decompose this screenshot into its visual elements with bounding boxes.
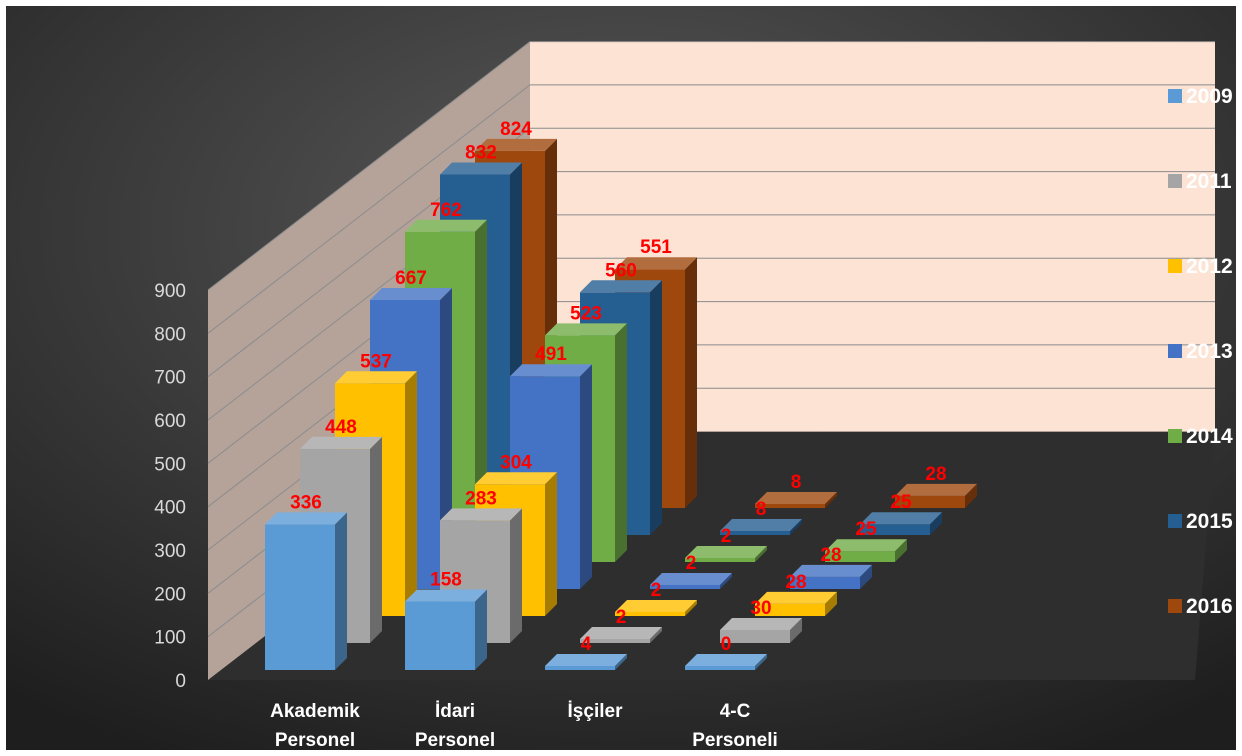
category-label: 4-C Personeli	[692, 701, 778, 751]
legend-label: 2013	[1186, 340, 1233, 363]
legend-label: 2012	[1186, 255, 1233, 278]
y-tick-label: 500	[154, 454, 186, 475]
bar	[405, 589, 487, 670]
gridline	[207, 84, 1215, 334]
data-label: 2	[686, 553, 697, 574]
legend: 2009 2011 2012 2013 2014 2015 2016	[1168, 85, 1233, 618]
data-label: 0	[721, 634, 732, 655]
data-label: 2	[721, 526, 732, 547]
category-label: İdari Personel	[415, 701, 495, 751]
data-label: 762	[430, 200, 462, 221]
data-label: 25	[855, 519, 877, 540]
legend-swatch	[1168, 429, 1182, 443]
y-tick-label: 100	[154, 628, 186, 649]
bars: 28 8 551 824 25 8 560 832 25 2 523 762 28 2 491 667 28 2 3…	[265, 119, 977, 670]
bar	[790, 564, 872, 589]
category-label: Akademik Personel	[270, 701, 360, 751]
data-label: 25	[890, 492, 912, 513]
legend-swatch	[1168, 344, 1182, 358]
legend-swatch	[1168, 514, 1182, 528]
legend-swatch	[1168, 259, 1182, 273]
bar	[615, 600, 697, 616]
data-label: 523	[570, 303, 602, 324]
back-wall	[530, 41, 1215, 432]
data-label: 283	[465, 488, 497, 509]
data-label: 8	[756, 499, 767, 520]
bar	[265, 512, 347, 670]
data-label: 304	[500, 452, 532, 473]
data-label: 448	[325, 417, 357, 438]
x-axis: Akademik Personel İdari Personel İşçiler 4-C P…	[270, 701, 778, 751]
y-tick-label: 700	[154, 368, 186, 389]
bar	[545, 654, 627, 670]
data-label: 28	[925, 464, 946, 485]
data-label: 30	[750, 598, 771, 619]
bar	[685, 654, 767, 670]
y-tick-label: 300	[154, 541, 186, 562]
data-label: 551	[640, 237, 672, 258]
data-label: 4	[581, 634, 592, 655]
bar	[755, 591, 837, 616]
legend-label: 2016	[1186, 595, 1233, 618]
legend-label: 2009	[1186, 85, 1233, 108]
data-label: 2	[616, 607, 627, 628]
legend-swatch	[1168, 174, 1182, 188]
data-label: 28	[785, 572, 806, 593]
legend-label: 2011	[1186, 170, 1232, 193]
y-tick-label: 600	[154, 411, 186, 432]
data-label: 824	[500, 119, 532, 140]
data-label: 8	[791, 472, 802, 493]
data-label: 158	[430, 570, 462, 591]
bar	[650, 573, 732, 589]
category-label: İşçiler	[568, 701, 624, 722]
bar	[825, 539, 907, 562]
bar	[720, 519, 802, 535]
legend-swatch	[1168, 89, 1182, 103]
data-label: 491	[535, 344, 567, 365]
legend-label: 2014	[1186, 425, 1233, 448]
bar	[580, 627, 662, 643]
bar	[755, 492, 837, 508]
data-label: 832	[465, 142, 497, 163]
bar	[685, 546, 767, 562]
data-label: 336	[290, 492, 322, 513]
bar	[720, 618, 802, 643]
y-axis: 0 100 200 300 400 500 600 700 800 900	[154, 281, 186, 692]
y-tick-label: 400	[154, 498, 186, 519]
y-tick-label: 800	[154, 324, 186, 345]
data-label: 537	[360, 351, 392, 372]
bar	[895, 483, 977, 508]
data-label: 667	[395, 268, 427, 289]
gridline	[207, 127, 1215, 378]
y-tick-label: 900	[154, 281, 186, 302]
legend-label: 2015	[1186, 510, 1233, 533]
y-tick-label: 200	[154, 584, 186, 605]
data-label: 28	[820, 545, 841, 566]
gridline	[207, 41, 1215, 291]
data-label: 560	[605, 260, 637, 281]
data-label: 2	[651, 580, 662, 601]
legend-swatch	[1168, 599, 1182, 613]
bar	[860, 512, 942, 535]
y-tick-label: 0	[175, 671, 186, 692]
